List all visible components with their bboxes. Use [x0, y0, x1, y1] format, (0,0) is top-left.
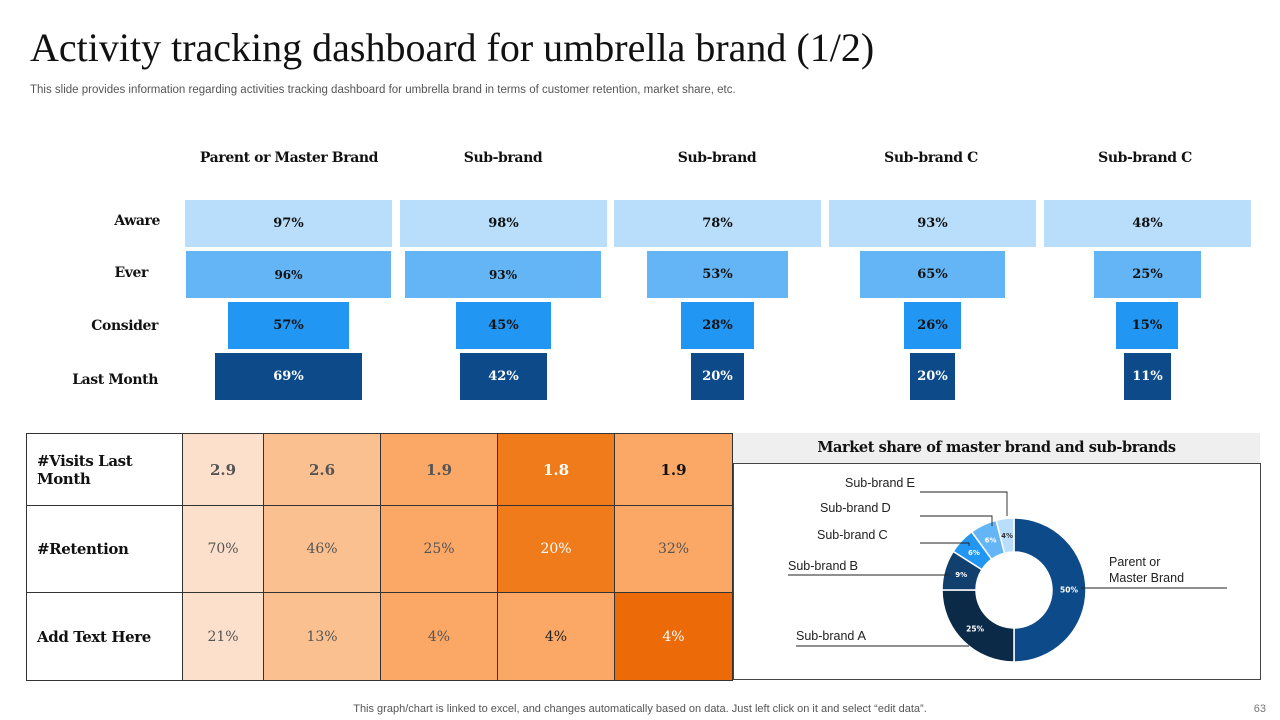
- funnel-bar: 57%: [228, 302, 349, 349]
- funnel-bar: 65%: [860, 251, 1005, 298]
- funnel-column-heading: Sub-brand: [677, 150, 757, 166]
- donut-label-sub-brand-c: Sub-brand C: [817, 527, 888, 542]
- donut-value-label: 50%: [1060, 586, 1078, 595]
- metrics-row-label: #Retention: [26, 505, 183, 593]
- page-number: 63: [1253, 703, 1266, 715]
- table-row: Add Text Here 21% 13% 4% 4% 4%: [26, 592, 733, 681]
- funnel-bar: 26%: [904, 302, 961, 349]
- funnel-bar: 45%: [456, 302, 551, 349]
- metrics-cell: 46%: [263, 505, 381, 593]
- funnel-bar: 11%: [1124, 353, 1171, 400]
- funnel-stage-label: Last Month: [72, 372, 158, 388]
- market-share-title: Market share of master brand and sub-bra…: [733, 433, 1260, 463]
- leader-line: [920, 542, 970, 546]
- table-row: #Visits Last Month 2.9 2.6 1.9 1.8 1.9: [26, 433, 733, 506]
- donut-label-sub-brand-a: Sub-brand A: [796, 628, 867, 643]
- table-row: #Retention 70% 46% 25% 20% 32%: [26, 505, 733, 593]
- metrics-cell: 1.9: [614, 433, 733, 506]
- funnel-bar: 97%: [185, 200, 392, 247]
- funnel-bar: 53%: [647, 251, 788, 298]
- funnel-bar: 93%: [405, 251, 601, 298]
- metrics-cell: 1.8: [497, 433, 615, 506]
- donut-label-sub-brand-e: Sub-brand E: [845, 475, 916, 490]
- funnel-bar: 25%: [1094, 251, 1201, 298]
- donut-label-sub-brand-b: Sub-brand B: [788, 558, 859, 573]
- metrics-cell: 4%: [380, 592, 498, 681]
- metrics-cell: 20%: [497, 505, 615, 593]
- leader-line: [920, 491, 1008, 516]
- donut-slice: [995, 517, 1015, 555]
- metrics-cell: 4%: [614, 592, 733, 681]
- metrics-cell: 2.6: [263, 433, 381, 506]
- donut-value-label: 25%: [966, 624, 984, 633]
- page-title: Activity tracking dashboard for umbrella…: [30, 25, 875, 70]
- donut-label-parent: Parent or Master Brand: [1109, 555, 1185, 585]
- metrics-row-label: #Visits Last Month: [26, 433, 183, 506]
- metrics-table: #Visits Last Month 2.9 2.6 1.9 1.8 1.9 #…: [26, 433, 733, 681]
- funnel-bar: 96%: [186, 251, 391, 298]
- donut-value-label: 6%: [968, 549, 980, 557]
- page-subtitle: This slide provides information regardin…: [30, 84, 736, 96]
- funnel-column-heading: Parent or Master Brand: [199, 150, 379, 166]
- funnel-column-heading: Sub-brand C: [1098, 150, 1192, 166]
- funnel-bar: 42%: [460, 353, 547, 400]
- funnel-stage-label: Consider: [91, 318, 158, 334]
- donut-label-sub-brand-d: Sub-brand D: [820, 500, 891, 515]
- metrics-cell: 21%: [182, 592, 264, 681]
- metrics-cell: 1.9: [380, 433, 498, 506]
- funnel-stage-label: Aware: [114, 213, 160, 229]
- metrics-cell: 32%: [614, 505, 733, 593]
- donut-value-label: 9%: [955, 571, 967, 579]
- funnel-column-heading: Sub-brand: [463, 150, 543, 166]
- metrics-cell: 4%: [497, 592, 615, 681]
- funnel-bar: 69%: [215, 353, 362, 400]
- donut-chart: 50% 25% 9% 6% 6% 4%: [788, 491, 1227, 663]
- metrics-cell: 13%: [263, 592, 381, 681]
- metrics-cell: 2.9: [182, 433, 264, 506]
- metrics-cell: 70%: [182, 505, 264, 593]
- funnel-bar: 28%: [681, 302, 754, 349]
- footer-note: This graph/chart is linked to excel, and…: [353, 703, 927, 715]
- funnel-bar: 98%: [400, 200, 607, 247]
- funnel-column-heading: Sub-brand C: [884, 150, 978, 166]
- funnel-bar: 20%: [910, 353, 955, 400]
- leader-line: [920, 515, 993, 526]
- funnel-bar: 78%: [614, 200, 821, 247]
- funnel-bar: 48%: [1044, 200, 1251, 247]
- donut-value-label: 4%: [1001, 532, 1013, 540]
- market-share-chart: 50% 25% 9% 6% 6% 4% Sub-brand E Sub-brand D Sub…: [733, 463, 1261, 680]
- funnel-stage-label: Ever: [114, 265, 149, 281]
- metrics-cell: 25%: [380, 505, 498, 593]
- metrics-row-label: Add Text Here: [26, 592, 183, 681]
- funnel-bar: 15%: [1116, 302, 1178, 349]
- donut-value-label: 6%: [985, 537, 997, 545]
- funnel-bar: 93%: [829, 200, 1036, 247]
- donut-slice: [1013, 517, 1087, 663]
- funnel-bar: 20%: [691, 353, 744, 400]
